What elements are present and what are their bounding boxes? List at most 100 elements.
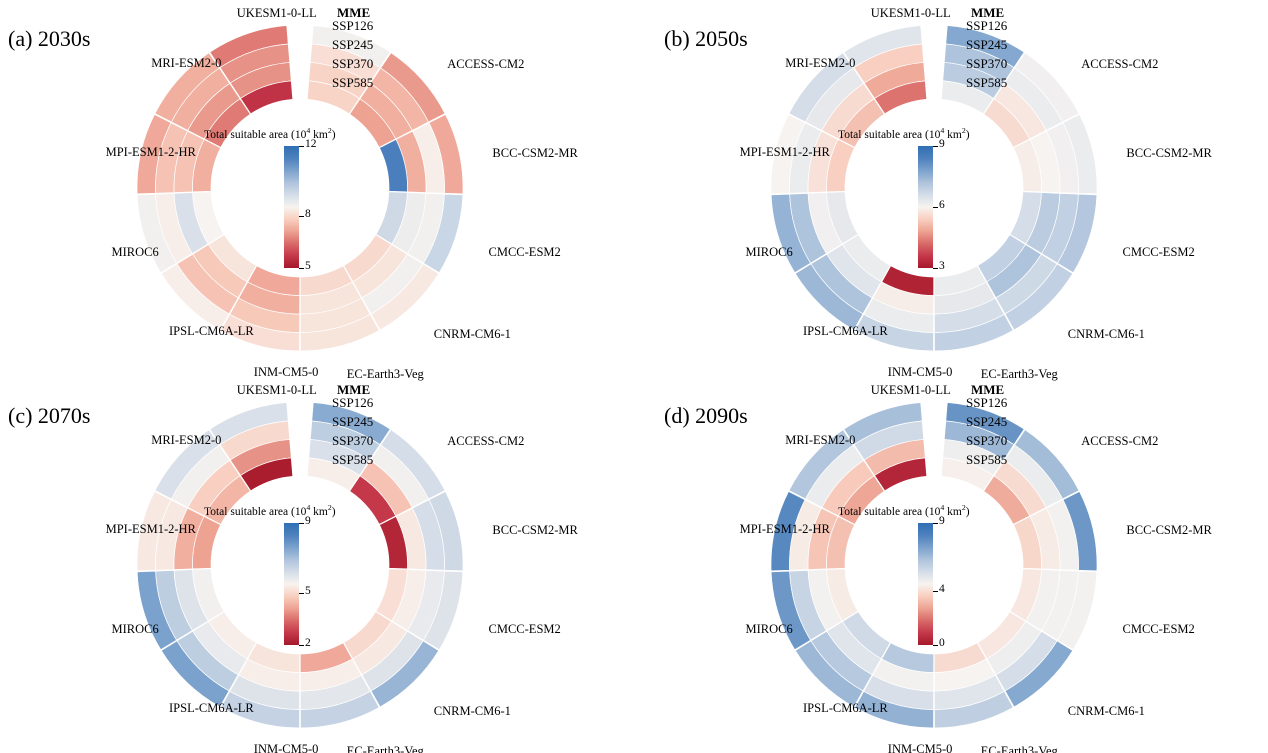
panel-a: (a) 2030s MME SSP126 SSP245 SSP370 SSP585 ACCE… <box>0 0 634 381</box>
ring-ssp370 <box>173 439 427 692</box>
model-label-mpi-esm1-2-hr: MPI-ESM1-2-HR <box>739 145 830 160</box>
polar-heatmap-d <box>770 402 1098 729</box>
model-label-cnrm-cm6-1: CNRM-CM6-1 <box>1067 704 1145 719</box>
ring-ssp245 <box>155 420 445 710</box>
model-label-mri-esm2-0: MRI-ESM2-0 <box>151 432 222 447</box>
model-label-ukesm1-0-ll: UKESM1-0-LL <box>870 5 951 20</box>
ssp-ring-label-ssp585: SSP585 <box>966 452 1008 467</box>
ring-ssp126 <box>770 25 1098 352</box>
heatmap-cell <box>375 568 408 622</box>
colorbar-tickmark <box>299 592 304 594</box>
colorbar-tickmark <box>299 523 304 524</box>
ssp-ring-label-ssp585: SSP585 <box>966 75 1008 90</box>
polar-heatmap-c <box>136 402 464 729</box>
ssp-ring-label-ssp370: SSP370 <box>332 56 374 71</box>
heatmap-cell <box>208 234 257 283</box>
colorbar-gradient <box>284 523 299 645</box>
heatmap-cell <box>881 265 935 296</box>
ring-ssp585 <box>826 457 1042 673</box>
model-label-ukesm1-0-ll: UKESM1-0-LL <box>236 5 317 20</box>
model-label-bcc-csm2-mr: BCC-CSM2-MR <box>492 145 578 160</box>
model-label-cmcc-esm2: CMCC-ESM2 <box>1122 245 1195 260</box>
model-label-miroc6: MIROC6 <box>745 622 793 637</box>
model-label-mpi-esm1-2-hr: MPI-ESM1-2-HR <box>739 522 830 537</box>
colorbar-tickmark <box>299 645 304 646</box>
model-label-bcc-csm2-mr: BCC-CSM2-MR <box>1126 145 1212 160</box>
heatmap-cell <box>240 80 294 115</box>
model-label-inm-cm5-0: INM-CM5-0 <box>887 365 953 380</box>
heatmap-cell <box>933 265 987 296</box>
colorbar-tick-label: 3 <box>939 260 945 272</box>
colorbar-tick-label: 9 <box>939 515 945 527</box>
model-label-miroc6: MIROC6 <box>111 622 159 637</box>
ring-ssp370 <box>807 439 1061 692</box>
ring-ssp245 <box>789 43 1079 333</box>
heatmap-cell <box>208 611 257 660</box>
model-label-cnrm-cm6-1: CNRM-CM6-1 <box>433 327 511 342</box>
polar-heatmap-b <box>770 25 1098 352</box>
model-label-access-cm2: ACCESS-CM2 <box>1081 57 1159 72</box>
heatmap-cell <box>378 139 408 193</box>
heatmap-cell <box>247 265 301 296</box>
heatmap-cell <box>192 516 222 570</box>
heatmap-cell <box>940 457 994 492</box>
model-label-ukesm1-0-ll: UKESM1-0-LL <box>236 382 317 397</box>
colorbar-tick-label: 9 <box>939 138 945 150</box>
mme-label: MME <box>336 381 371 397</box>
model-label-ipsl-cm6a-lr: IPSL-CM6A-LR <box>169 324 254 339</box>
model-label-ec-earth3-veg: EC-Earth3-Veg <box>346 367 424 381</box>
heatmap-cell <box>306 457 360 492</box>
heatmap-cell <box>983 475 1031 525</box>
heatmap-cell <box>375 191 408 245</box>
heatmap-cell <box>192 191 225 245</box>
heatmap-cell <box>343 234 392 283</box>
heatmap-cell <box>826 516 856 570</box>
heatmap-cell <box>192 139 222 193</box>
heatmap-cell <box>983 98 1031 148</box>
mme-label: MME <box>970 4 1005 20</box>
model-label-ec-earth3-veg: EC-Earth3-Veg <box>980 367 1058 381</box>
heatmap-cell <box>842 611 891 660</box>
heatmap-cell <box>1009 568 1042 622</box>
heatmap-cell <box>933 642 987 673</box>
ring-ssp585 <box>192 80 408 296</box>
model-label-ipsl-cm6a-lr: IPSL-CM6A-LR <box>803 701 888 716</box>
heatmap-cell <box>874 457 928 492</box>
model-label-ipsl-cm6a-lr: IPSL-CM6A-LR <box>803 324 888 339</box>
ssp-ring-label-ssp126: SSP126 <box>332 18 374 33</box>
ssp-ring-label-ssp126: SSP126 <box>332 395 374 410</box>
colorbar-tickmark <box>933 645 938 646</box>
colorbar-tickmark <box>933 523 938 524</box>
model-label-mri-esm2-0: MRI-ESM2-0 <box>151 55 222 70</box>
model-label-mpi-esm1-2-hr: MPI-ESM1-2-HR <box>105 522 196 537</box>
panel-title-a: (a) 2030s <box>8 26 91 51</box>
ssp-ring-label-ssp370: SSP370 <box>332 433 374 448</box>
heatmap-cell <box>349 98 397 148</box>
colorbar-title: Total suitable area (104 km2) <box>204 126 336 141</box>
model-label-miroc6: MIROC6 <box>111 245 159 260</box>
model-label-inm-cm5-0: INM-CM5-0 <box>887 742 953 753</box>
model-label-ec-earth3-veg: EC-Earth3-Veg <box>980 744 1058 753</box>
colorbar-title: Total suitable area (104 km2) <box>204 503 336 518</box>
ring-ssp370 <box>173 62 427 315</box>
model-label-cmcc-esm2: CMCC-ESM2 <box>488 245 561 260</box>
heatmap-cell <box>203 475 251 525</box>
heatmap-cell <box>299 265 353 296</box>
panel-d: (d) 2090s MME SSP126 SSP245 SSP370 SSP585 ACCE… <box>634 377 1268 753</box>
colorbar-tickmark <box>933 146 938 147</box>
ring-ssp245 <box>789 420 1079 710</box>
heatmap-cell <box>299 642 353 673</box>
model-label-inm-cm5-0: INM-CM5-0 <box>253 365 319 380</box>
ring-ssp126 <box>136 402 464 729</box>
model-label-bcc-csm2-mr: BCC-CSM2-MR <box>1126 522 1212 537</box>
ssp-ring-label-ssp245: SSP245 <box>332 414 374 429</box>
model-label-ec-earth3-veg: EC-Earth3-Veg <box>346 744 424 753</box>
heatmap-cell <box>977 611 1026 660</box>
heatmap-cell <box>1009 191 1042 245</box>
heatmap-cell <box>977 234 1026 283</box>
model-label-access-cm2: ACCESS-CM2 <box>447 434 525 449</box>
colorbar-title: Total suitable area (104 km2) <box>838 126 970 141</box>
colorbar-tick-label: 0 <box>939 637 945 649</box>
colorbar-tick-label: 8 <box>305 207 311 220</box>
ssp-ring-label-ssp245: SSP245 <box>332 37 374 52</box>
